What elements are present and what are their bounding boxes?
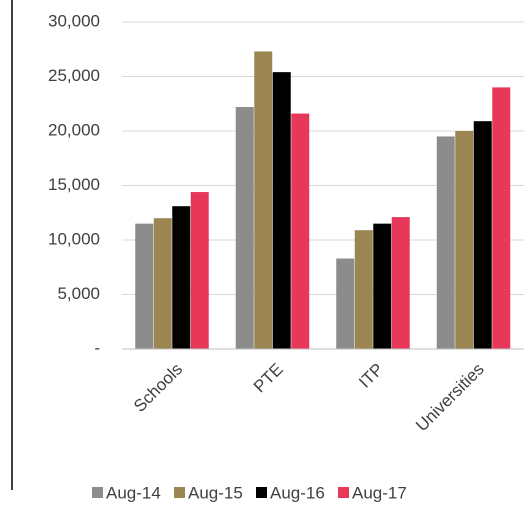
x-tick-label: ITP xyxy=(355,360,387,392)
bar xyxy=(336,258,355,349)
bar xyxy=(190,192,209,349)
y-tick-label: 30,000 xyxy=(48,11,100,30)
y-tick-label: 15,000 xyxy=(48,175,100,194)
bar xyxy=(473,121,492,349)
y-tick-label: 20,000 xyxy=(48,120,100,139)
x-tick-label: PTE xyxy=(250,360,287,397)
bar xyxy=(235,107,254,350)
legend-swatch xyxy=(338,487,349,498)
bar xyxy=(492,87,511,350)
legend-swatch xyxy=(92,487,103,498)
bar xyxy=(254,51,273,350)
legend-label: Aug-15 xyxy=(188,483,243,502)
bar xyxy=(172,206,191,349)
x-tick-label: Schools xyxy=(130,360,186,416)
legend-label: Aug-16 xyxy=(270,483,325,502)
bar xyxy=(391,217,410,349)
bar xyxy=(436,136,455,349)
legend-swatch xyxy=(256,487,267,498)
x-tick-label: Universities xyxy=(412,360,488,436)
bar xyxy=(153,218,172,349)
legend-label: Aug-17 xyxy=(352,483,407,502)
bar xyxy=(135,223,154,349)
bar xyxy=(455,131,474,349)
y-tick-label: - xyxy=(94,338,100,357)
bar xyxy=(354,230,373,349)
y-tick-label: 25,000 xyxy=(48,66,100,85)
bar xyxy=(272,72,291,349)
legend-label: Aug-14 xyxy=(106,483,161,502)
bar xyxy=(373,223,392,349)
bar xyxy=(291,113,310,349)
legend-swatch xyxy=(174,487,185,498)
y-tick-label: 10,000 xyxy=(48,229,100,248)
y-tick-label: 5,000 xyxy=(57,284,100,303)
